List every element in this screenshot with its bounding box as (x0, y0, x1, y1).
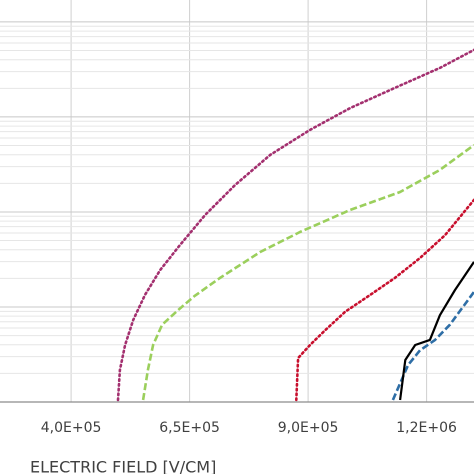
x-tick-label: 4,0E+05 (41, 420, 102, 436)
x-tick-label: 6,5E+05 (159, 420, 220, 436)
x-tick-label: 1,2E+06 (396, 420, 457, 436)
x-axis-title: ELECTRIC FIELD [V/CM] (30, 458, 216, 474)
data-line (116, 48, 474, 402)
grid (0, 0, 474, 403)
x-tick-label: 9,0E+05 (278, 420, 339, 436)
data-line (295, 198, 474, 402)
axis-labels: 4,0E+05 6,5E+05 9,0E+05 1,2E+06 (41, 420, 457, 436)
data-line (391, 291, 474, 401)
plot-lines (116, 48, 474, 402)
data-line (141, 143, 474, 401)
data-line (399, 261, 474, 401)
